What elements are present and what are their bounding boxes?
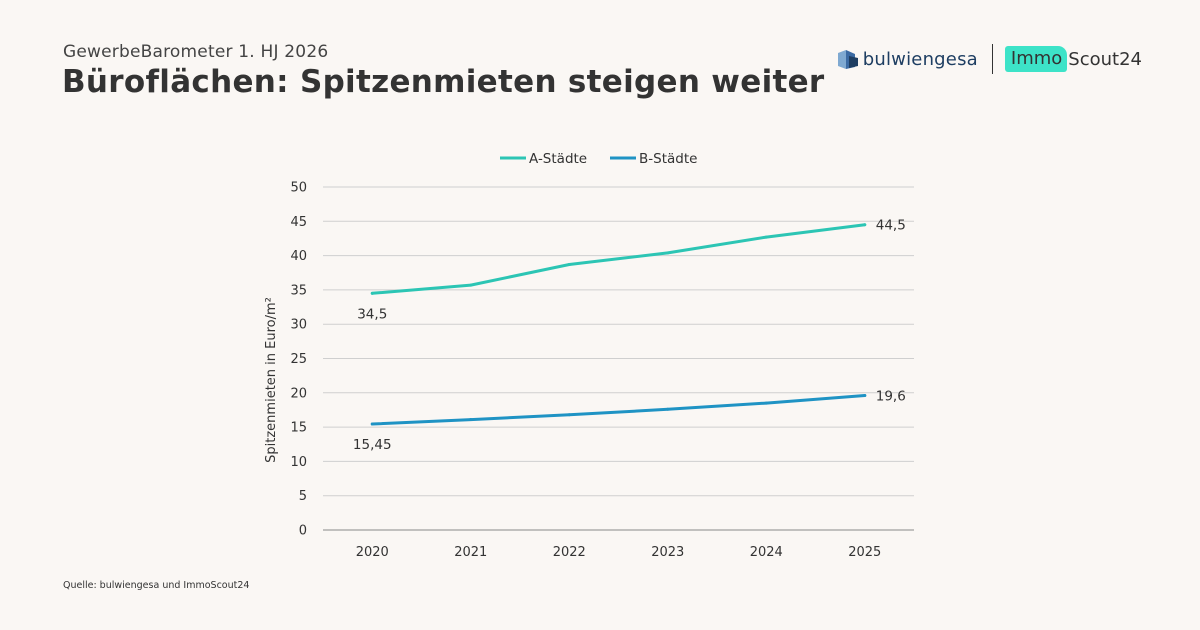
logo-divider bbox=[991, 44, 993, 74]
data-point bbox=[469, 418, 473, 422]
immoscout-wordmark: Scout24 bbox=[1068, 48, 1142, 70]
chart-title: Büroflächen: Spitzenmieten steigen weite… bbox=[62, 64, 825, 100]
y-tick-label: 35 bbox=[290, 283, 307, 298]
immoscout24-logo: Immo Scout24 bbox=[1004, 46, 1142, 72]
data-point bbox=[863, 394, 867, 398]
x-tick-label: 2023 bbox=[651, 545, 684, 560]
gridlines bbox=[323, 186, 914, 531]
immoscout-badge: Immo bbox=[1004, 46, 1068, 72]
series-line-a-staedte bbox=[370, 223, 867, 295]
y-axis-label: Spitzenmieten in Euro/m² bbox=[264, 297, 279, 463]
data-point bbox=[764, 401, 768, 405]
y-tick-label: 50 bbox=[290, 181, 307, 196]
data-point bbox=[567, 263, 571, 267]
y-tick-label: 25 bbox=[290, 352, 307, 367]
legend: A-Städte B-Städte bbox=[500, 151, 697, 167]
bulwiengesa-wordmark: bulwiengesa bbox=[862, 48, 978, 70]
legend-label: B-Städte bbox=[639, 151, 697, 167]
data-label: 34,5 bbox=[357, 306, 387, 322]
data-label: 44,5 bbox=[876, 218, 906, 234]
y-tick-label: 0 bbox=[299, 524, 307, 539]
data-label: 15,45 bbox=[353, 437, 392, 453]
source-note: Quelle: bulwiengesa und ImmoScout24 bbox=[63, 580, 250, 591]
x-tick-label: 2021 bbox=[454, 545, 487, 560]
x-tick-label: 2020 bbox=[356, 545, 389, 560]
data-point bbox=[666, 251, 670, 255]
y-axis-ticks: 0 5 10 15 20 25 30 35 40 45 50 bbox=[290, 181, 307, 539]
legend-item: B-Städte bbox=[610, 151, 697, 167]
data-point bbox=[567, 413, 571, 417]
x-tick-label: 2025 bbox=[848, 545, 881, 560]
y-tick-label: 45 bbox=[290, 215, 307, 230]
data-point bbox=[863, 223, 867, 227]
series-line-b-staedte bbox=[370, 394, 867, 426]
x-axis-ticks: 2020 2021 2022 2023 2024 2025 bbox=[356, 545, 882, 560]
y-tick-label: 15 bbox=[290, 421, 307, 436]
logo-bar: bulwiengesa Immo Scout24 bbox=[837, 42, 1142, 76]
y-tick-label: 5 bbox=[299, 489, 307, 504]
y-tick-label: 30 bbox=[290, 318, 307, 333]
bulwiengesa-icon bbox=[837, 50, 858, 69]
data-point bbox=[666, 407, 670, 411]
y-tick-label: 10 bbox=[290, 455, 307, 470]
data-point bbox=[370, 422, 374, 426]
data-point bbox=[370, 291, 374, 295]
data-label: 19,6 bbox=[876, 389, 906, 405]
x-tick-label: 2022 bbox=[553, 545, 586, 560]
data-point bbox=[469, 283, 473, 287]
y-tick-label: 20 bbox=[290, 386, 307, 401]
bulwiengesa-logo: bulwiengesa bbox=[837, 47, 978, 71]
chart-supertitle: GewerbeBarometer 1. HJ 2026 bbox=[63, 42, 329, 62]
x-tick-label: 2024 bbox=[750, 545, 783, 560]
legend-label: A-Städte bbox=[529, 151, 587, 167]
series-lines bbox=[370, 223, 867, 426]
legend-item: A-Städte bbox=[500, 151, 587, 167]
y-tick-label: 40 bbox=[290, 249, 307, 264]
data-point bbox=[764, 235, 768, 239]
data-labels: 34,5 44,5 15,45 19,6 bbox=[353, 218, 906, 453]
